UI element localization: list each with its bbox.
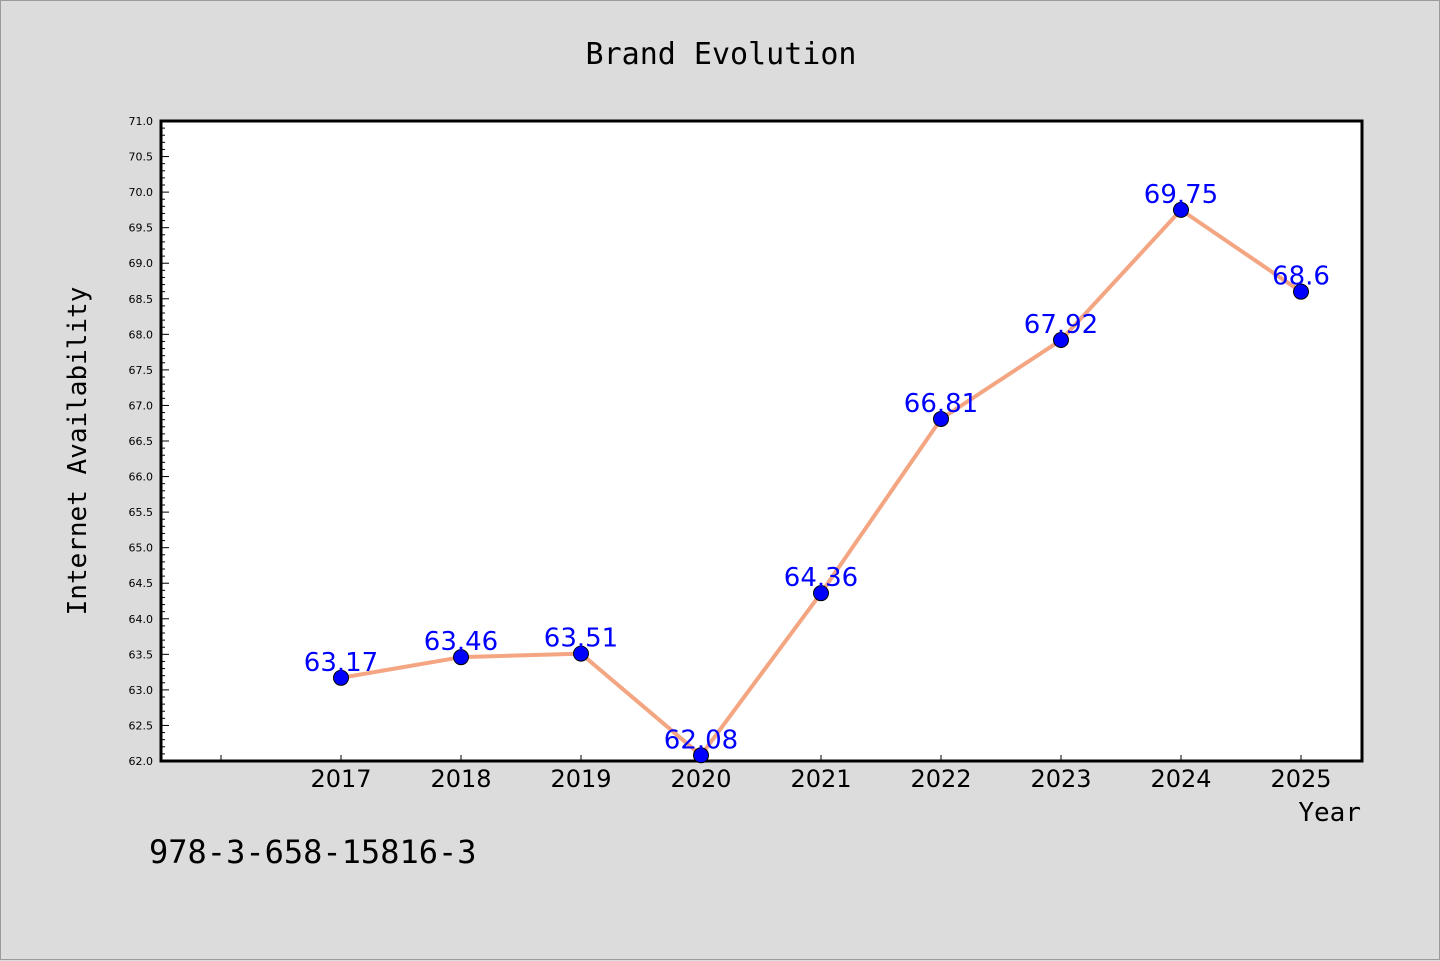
y-tick-label: 64.0 <box>129 613 154 626</box>
y-tick-label: 69.5 <box>129 222 154 235</box>
data-label: 66.81 <box>904 389 978 419</box>
data-label: 69.75 <box>1144 180 1218 210</box>
data-label: 63.46 <box>424 627 498 657</box>
data-point <box>333 669 349 686</box>
y-tick-label: 71.0 <box>129 115 154 128</box>
data-label: 64.36 <box>784 563 858 593</box>
y-tick-label: 68.0 <box>129 328 154 341</box>
y-axis-label: Internet Availability <box>63 287 93 616</box>
data-point <box>1293 283 1309 300</box>
y-tick-marks <box>161 120 169 762</box>
data-point <box>453 649 469 666</box>
y-tick-label: 67.0 <box>129 399 154 412</box>
x-tick-label: 2019 <box>550 765 611 793</box>
y-tick-label: 64.5 <box>129 577 154 590</box>
y-tick-label: 69.0 <box>129 257 154 270</box>
data-point <box>933 410 949 427</box>
y-tick-label: 66.0 <box>129 471 154 484</box>
x-tick-label: 2023 <box>1030 765 1091 793</box>
plot-area <box>159 119 1364 763</box>
x-tick-label: 2020 <box>670 765 731 793</box>
y-tick-label: 68.5 <box>129 293 154 306</box>
footer-code: 978-3-658-15816-3 <box>149 833 477 871</box>
data-label: 62.08 <box>664 725 738 755</box>
series-points <box>333 201 1309 764</box>
data-point <box>1053 332 1069 349</box>
y-tick-label: 63.0 <box>129 684 154 697</box>
x-tick-label: 2022 <box>910 765 971 793</box>
y-tick-label: 65.5 <box>129 506 154 519</box>
x-tick-labels: 2017 2018 2019 2020 2021 2022 2023 2024 2025 <box>310 765 1331 793</box>
chart-title: Brand Evolution <box>586 37 857 72</box>
y-tick-label: 67.5 <box>129 364 154 377</box>
y-tick-label: 63.5 <box>129 648 154 661</box>
data-point <box>693 747 709 764</box>
data-labels: 63.17 63.46 63.51 62.08 64.36 66.81 67.92 69.75… <box>304 180 1330 755</box>
y-tick-label: 70.0 <box>129 186 154 199</box>
x-tick-label: 2025 <box>1270 765 1331 793</box>
data-label: 63.51 <box>544 624 618 654</box>
x-tick-label: 2024 <box>1150 765 1211 793</box>
data-point <box>573 645 589 662</box>
x-axis-label: Year <box>1298 798 1361 828</box>
y-tick-label: 66.5 <box>129 435 154 448</box>
x-tick-label: 2018 <box>430 765 491 793</box>
y-tick-label: 65.0 <box>129 542 154 555</box>
data-label: 67.92 <box>1024 310 1098 340</box>
data-point <box>813 585 829 602</box>
y-tick-labels: 62.0 62.5 63.0 63.5 64.0 64.5 65.0 65.5 66.0 66.5… <box>129 115 154 768</box>
y-tick-label: 70.5 <box>129 151 154 164</box>
x-tick-label: 2021 <box>790 765 851 793</box>
x-tick-marks <box>220 755 1302 761</box>
y-tick-label: 62.0 <box>129 755 154 768</box>
data-label: 68.6 <box>1272 262 1330 292</box>
data-label: 63.17 <box>304 648 378 678</box>
y-tick-label: 62.5 <box>129 719 154 732</box>
x-tick-label: 2017 <box>310 765 371 793</box>
data-point <box>1173 201 1189 218</box>
